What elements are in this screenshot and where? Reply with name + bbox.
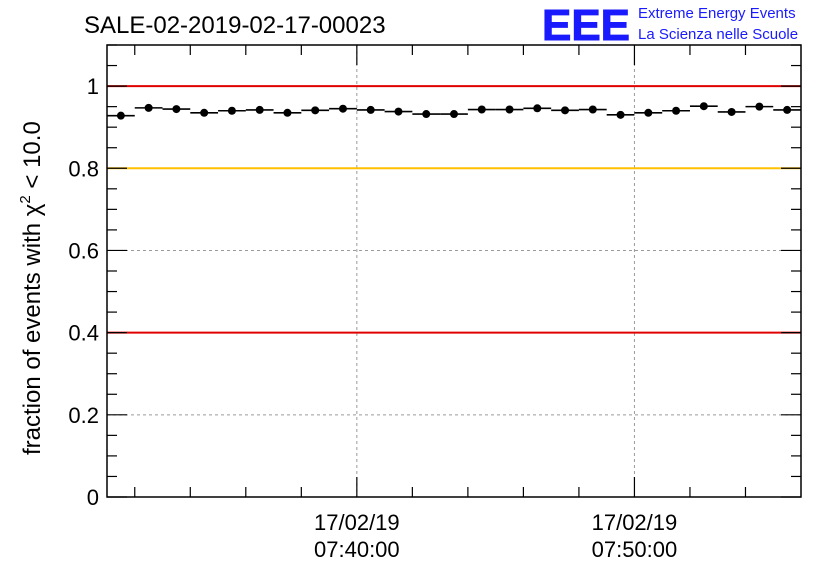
y-tick-labels: 0 0.2 0.4 0.6 0.8 1 xyxy=(68,74,99,510)
y-tick-label: 0.2 xyxy=(68,403,99,428)
y-axis-title-symbol: χ xyxy=(19,203,46,216)
data-point xyxy=(505,105,514,114)
logo-line-2: La Scienza nelle Scuole xyxy=(638,26,798,43)
y-tick-label: 0.6 xyxy=(68,238,99,263)
axis-ticks xyxy=(107,44,801,498)
data-point xyxy=(116,111,125,120)
logo-mark: EEE xyxy=(542,1,630,50)
data-point xyxy=(422,110,431,119)
logo-line-1: Extreme Energy Events xyxy=(638,5,796,22)
data-point xyxy=(727,107,736,116)
data-point xyxy=(227,106,236,115)
data-point xyxy=(533,104,542,113)
data-point xyxy=(366,105,375,114)
data-point xyxy=(755,102,764,111)
data-point xyxy=(588,105,597,114)
data-point xyxy=(172,105,181,114)
data-point xyxy=(783,105,792,114)
reference-lines xyxy=(107,85,801,334)
data-point xyxy=(200,108,209,117)
x-tick-label-time: 07:40:00 xyxy=(314,537,400,562)
data-series xyxy=(107,102,801,120)
data-point xyxy=(699,102,708,111)
data-point xyxy=(477,105,486,114)
eee-logo: EEE Extreme Energy Events La Scienza nel… xyxy=(542,1,799,51)
x-tick-label-time: 07:50:00 xyxy=(592,537,678,562)
y-axis-title-superscript: 2 xyxy=(17,195,34,203)
data-point xyxy=(644,108,653,117)
data-point xyxy=(561,106,570,115)
data-point xyxy=(144,103,153,112)
y-tick-label: 0.8 xyxy=(68,156,99,181)
y-axis-title-prefix: fraction of events with xyxy=(19,216,46,455)
y-tick-label: 0 xyxy=(87,485,99,510)
x-tick-label-date: 17/02/19 xyxy=(314,510,400,535)
y-tick-label: 0.4 xyxy=(68,321,99,346)
y-axis-title: fraction of events with χ2 < 10.0 xyxy=(17,121,46,455)
data-point xyxy=(672,106,681,115)
data-point xyxy=(283,108,292,117)
chart-title: SALE-02-2019-02-17-00023 xyxy=(84,12,386,39)
y-axis-title-suffix: < 10.0 xyxy=(19,121,46,195)
data-point xyxy=(255,105,264,114)
data-point xyxy=(450,110,458,119)
data-point xyxy=(311,106,320,115)
data-point xyxy=(394,107,403,116)
x-tick-label-date: 17/02/19 xyxy=(592,510,678,535)
data-point xyxy=(338,104,347,113)
data-point xyxy=(616,110,625,119)
y-tick-label: 1 xyxy=(87,74,99,99)
